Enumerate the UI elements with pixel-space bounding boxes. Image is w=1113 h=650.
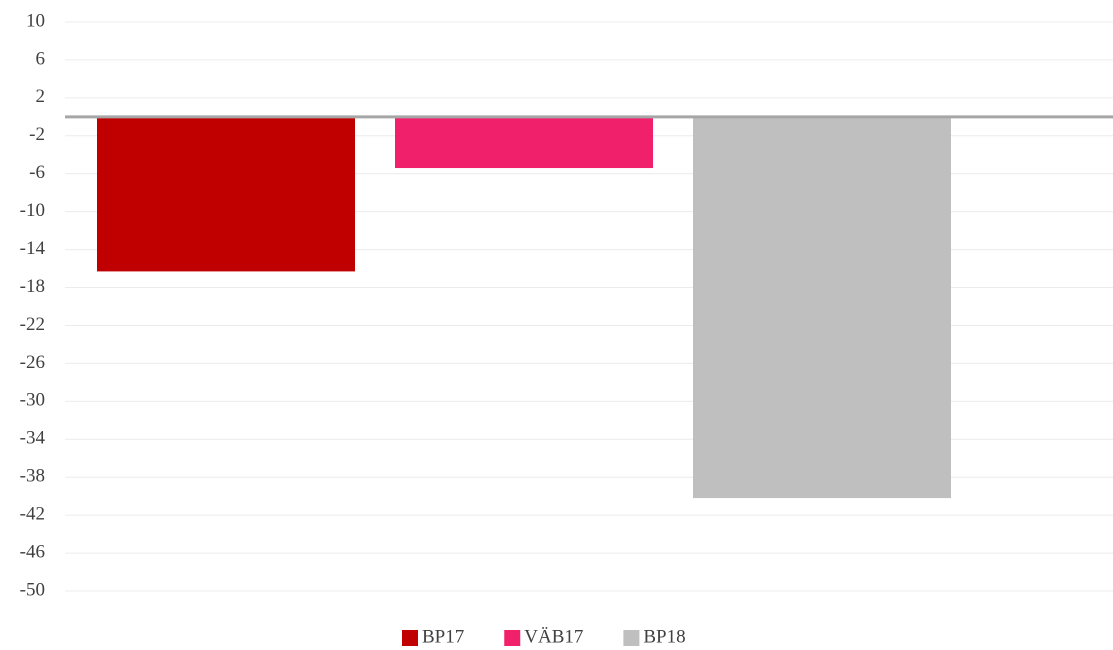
bar (395, 116, 653, 169)
y-tick-label: -30 (20, 390, 45, 411)
bar (693, 116, 951, 499)
y-tick-label: -18 (20, 276, 45, 297)
legend-label: BP18 (643, 626, 685, 647)
y-tick-label: 10 (26, 10, 45, 31)
y-tick-label: -6 (29, 162, 45, 183)
y-tick-label: -42 (20, 503, 45, 524)
y-tick-label: -14 (20, 238, 46, 259)
y-tick-label: 6 (36, 48, 46, 69)
legend-swatch (504, 630, 521, 646)
y-tick-label: -38 (20, 466, 45, 487)
bar (97, 116, 355, 272)
legend-swatch (402, 630, 418, 646)
legend-label: VÄB17 (524, 626, 583, 647)
y-tick-label: -50 (20, 579, 45, 600)
y-tick-label: -22 (20, 314, 45, 335)
y-tick-label: -34 (20, 428, 46, 449)
y-tick-label: -46 (20, 541, 45, 562)
y-tick-label: 2 (36, 86, 46, 107)
y-tick-label: -2 (29, 124, 45, 145)
legend-label: BP17 (422, 626, 464, 647)
y-tick-label: -10 (20, 200, 45, 221)
legend-swatch (623, 630, 640, 646)
y-tick-label: -26 (20, 352, 45, 373)
